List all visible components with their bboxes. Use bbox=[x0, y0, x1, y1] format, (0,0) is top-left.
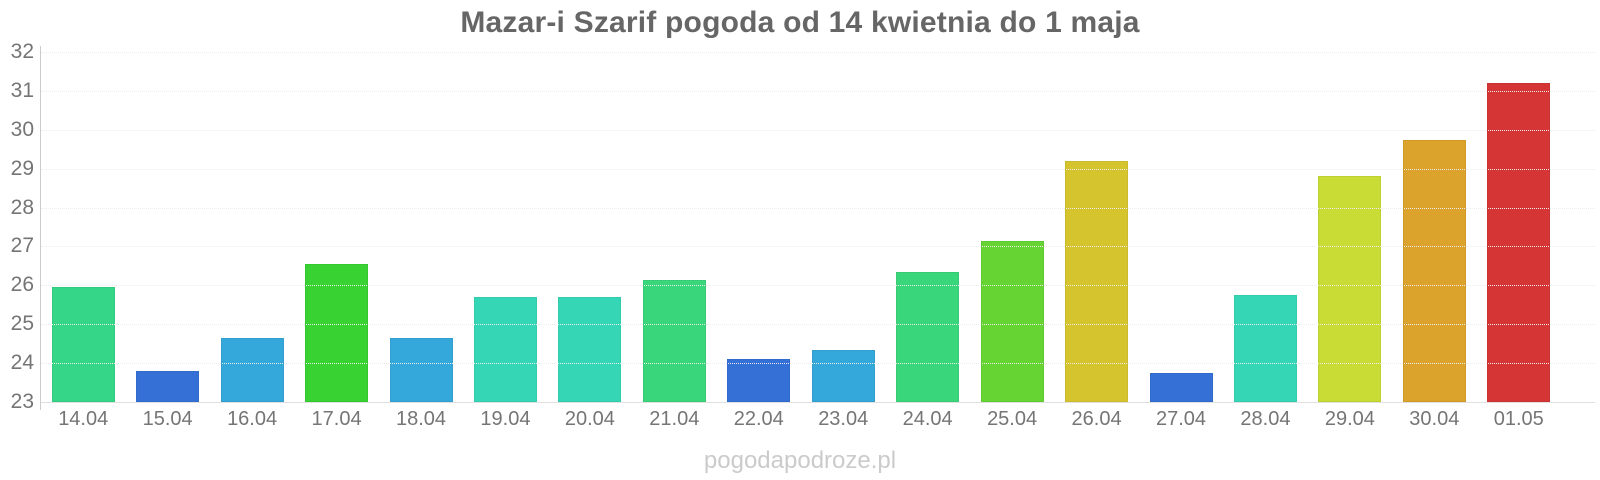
y-axis-tick-label: 23 bbox=[10, 390, 34, 413]
x-axis-tick-label: 18.04 bbox=[395, 408, 447, 430]
y-axis-tick-label: 30 bbox=[10, 117, 34, 141]
temperature-bar-29.04[interactable] bbox=[1318, 176, 1382, 402]
temperature-bar-16.04[interactable] bbox=[220, 337, 284, 402]
x-axis-tick-label: 27.04 bbox=[1155, 408, 1207, 430]
y-axis-tick-label: 24 bbox=[10, 351, 34, 375]
x-axis-tick-label: 17.04 bbox=[311, 408, 362, 430]
x-axis-tick-label: 15.04 bbox=[142, 408, 193, 430]
x-axis-tick-label: 19.04 bbox=[480, 408, 531, 430]
temperature-bar-24.04[interactable] bbox=[896, 271, 960, 402]
bars-area bbox=[41, 52, 1561, 402]
gridline bbox=[41, 52, 1595, 53]
temperature-bar-01.05[interactable] bbox=[1487, 83, 1551, 402]
temperature-bar-19.04[interactable] bbox=[473, 297, 537, 402]
y-axis-tick-label: 28 bbox=[10, 195, 34, 219]
temperature-bar-25.04[interactable] bbox=[980, 240, 1044, 402]
temperature-bar-15.04[interactable] bbox=[136, 370, 200, 402]
gridline bbox=[41, 129, 1595, 131]
temperature-bar-17.04[interactable] bbox=[305, 263, 369, 402]
gridline bbox=[41, 246, 1595, 248]
y-axis-tick-label: 32 bbox=[10, 40, 34, 63]
x-axis-tick-label: 20.04 bbox=[564, 408, 615, 430]
x-axis-tick-label: 16.04 bbox=[227, 408, 278, 430]
temperature-bar-27.04[interactable] bbox=[1149, 372, 1213, 402]
temperature-bar-22.04[interactable] bbox=[727, 359, 791, 402]
temperature-bar-26.04[interactable] bbox=[1065, 160, 1129, 402]
temperature-bar-20.04[interactable] bbox=[558, 297, 622, 402]
x-axis-tick-label: 24.04 bbox=[902, 408, 953, 430]
x-axis-tick-label: 26.04 bbox=[1071, 408, 1122, 430]
x-axis-tick-label: 28.04 bbox=[1240, 408, 1291, 430]
watermark: pogodapodroze.pl bbox=[703, 447, 897, 474]
temperature-bar-28.04[interactable] bbox=[1233, 295, 1297, 402]
gridline bbox=[41, 285, 1595, 287]
gridline bbox=[41, 207, 1595, 209]
temperature-bar-30.04[interactable] bbox=[1402, 139, 1466, 402]
x-axis-tick-label: 21.04 bbox=[649, 408, 700, 430]
gridline bbox=[41, 363, 1595, 365]
y-axis-tick-label: 25 bbox=[10, 312, 34, 336]
x-axis-tick-label: 22.04 bbox=[733, 408, 784, 430]
gridline bbox=[41, 168, 1595, 170]
temperature-bar-18.04[interactable] bbox=[389, 337, 453, 402]
gridline bbox=[41, 90, 1595, 92]
y-axis-tick-label: 26 bbox=[10, 273, 34, 297]
gridline bbox=[41, 324, 1595, 326]
temperature-bar-21.04[interactable] bbox=[642, 279, 706, 402]
y-axis-tick-label: 27 bbox=[10, 234, 34, 258]
y-axis-tick-label: 29 bbox=[10, 156, 34, 180]
temperature-bar-14.04[interactable] bbox=[51, 287, 115, 402]
x-axis-tick-label: 14.04 bbox=[58, 408, 109, 430]
y-axis bbox=[40, 46, 41, 410]
x-axis-tick-label: 01.05 bbox=[1493, 408, 1544, 430]
x-axis-tick-label: 30.04 bbox=[1409, 408, 1460, 430]
temperature-bar-23.04[interactable] bbox=[811, 349, 875, 402]
x-axis-tick-label: 23.04 bbox=[818, 408, 869, 430]
x-axis-tick-label: 29.04 bbox=[1324, 408, 1375, 430]
plot-area bbox=[41, 52, 1595, 403]
x-axis-tick-label: 25.04 bbox=[987, 408, 1038, 430]
chart-title: Mazar-i Szarif pogoda od 14 kwietnia do … bbox=[460, 6, 1140, 39]
gridline bbox=[41, 402, 1595, 403]
y-axis-tick-label: 31 bbox=[10, 78, 34, 102]
